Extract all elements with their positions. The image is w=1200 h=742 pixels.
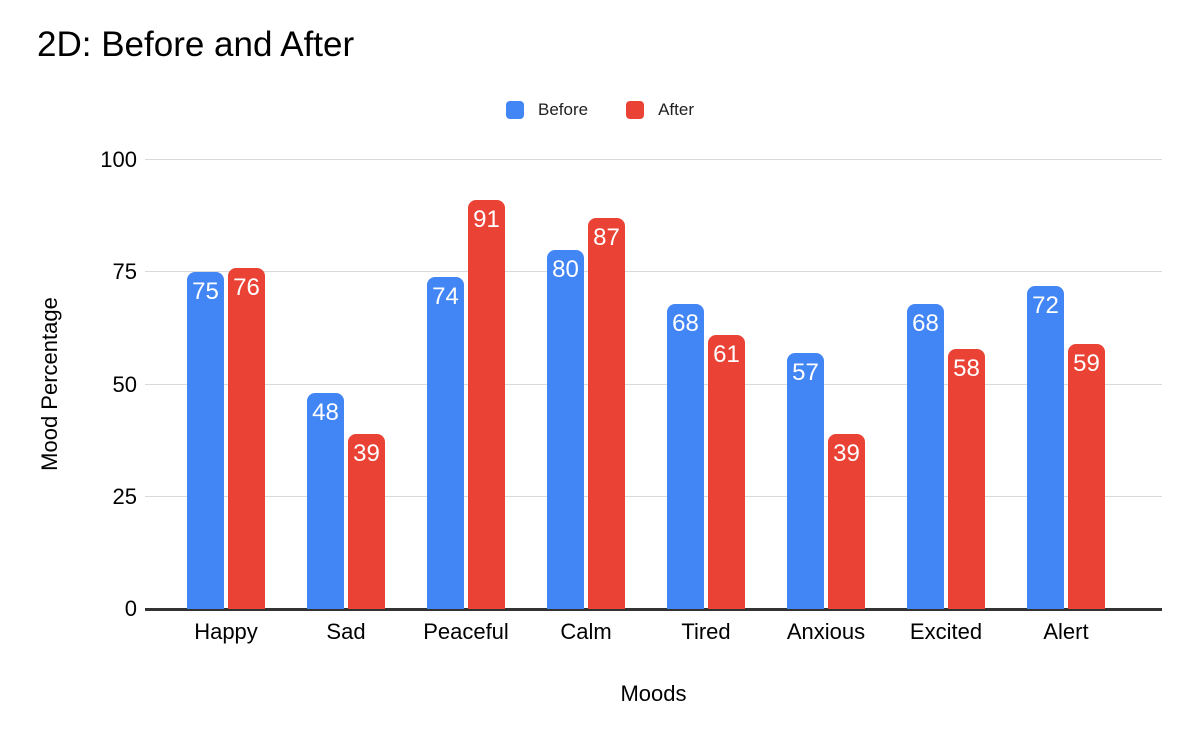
- x-category-label-tired: Tired: [681, 619, 731, 644]
- bar-group-alert: 72 59: [1006, 160, 1126, 609]
- bar-group-sad: 48 39: [286, 160, 406, 609]
- bar-after-tired[interactable]: 61: [708, 335, 745, 609]
- y-tick-label-0: 0: [124, 596, 137, 621]
- gridline-25: [145, 495, 1162, 497]
- bar-value-label: 48: [312, 399, 339, 427]
- y-axis-title: Mood Percentage: [37, 297, 62, 471]
- chart-title: 2D: Before and After: [37, 25, 355, 64]
- bar-before-tired[interactable]: 68: [667, 303, 704, 609]
- legend-item-after[interactable]: After: [626, 100, 694, 120]
- bar-before-alert[interactable]: 72: [1027, 285, 1064, 609]
- bar-value-label: 74: [432, 282, 459, 310]
- bar-group-tired: 68 61: [646, 160, 766, 609]
- bar-after-peaceful[interactable]: 91: [468, 200, 505, 609]
- gridline-100: [145, 159, 1162, 160]
- bar-value-label: 91: [473, 206, 500, 234]
- legend-swatch-before: [506, 101, 524, 119]
- bar-group-anxious: 57 39: [766, 160, 886, 609]
- gridline-75: [145, 271, 1162, 273]
- bar-value-label: 39: [833, 439, 860, 467]
- bar-after-alert[interactable]: 59: [1068, 344, 1105, 609]
- bar-group-calm: 80 87: [526, 160, 646, 609]
- bar-after-sad[interactable]: 39: [348, 433, 385, 609]
- gridline-50: [145, 383, 1162, 385]
- bar-value-label: 80: [552, 255, 579, 283]
- y-tick-label-75: 75: [112, 259, 137, 285]
- legend-label: After: [658, 100, 694, 119]
- x-category-label-peaceful: Peaceful: [423, 619, 509, 644]
- legend-item-before[interactable]: Before: [506, 100, 588, 120]
- bar-after-happy[interactable]: 76: [228, 267, 265, 609]
- bar-before-peaceful[interactable]: 74: [427, 276, 464, 609]
- legend: Before After: [0, 100, 1200, 120]
- x-category-label-alert: Alert: [1043, 619, 1089, 644]
- bar-value-label: 75: [192, 278, 219, 306]
- bar-before-excited[interactable]: 68: [907, 303, 944, 609]
- bar-value-label: 58: [953, 354, 980, 382]
- y-axis-tick-labels: 0 25 50 75 100: [55, 147, 137, 621]
- bar-before-happy[interactable]: 75: [187, 272, 224, 609]
- bar-group-excited: 68 58: [886, 160, 1006, 609]
- bar-value-label: 76: [233, 273, 260, 301]
- bar-value-label: 72: [1032, 291, 1059, 319]
- bar-value-label: 87: [593, 224, 620, 252]
- bar-after-calm[interactable]: 87: [588, 218, 625, 609]
- bar-value-label: 57: [792, 359, 819, 387]
- x-axis-category-labels: Happy Sad Peaceful Calm Tired Anxious Excited A…: [166, 619, 1126, 645]
- bar-after-excited[interactable]: 58: [948, 348, 985, 609]
- bar-value-label: 68: [912, 309, 939, 337]
- x-category-label-excited: Excited: [909, 619, 983, 644]
- y-tick-label-100: 100: [100, 147, 137, 172]
- bar-before-calm[interactable]: 80: [547, 249, 584, 609]
- y-tick-label-25: 25: [112, 483, 137, 509]
- bar-before-sad[interactable]: 48: [307, 393, 344, 609]
- x-category-label-happy: Happy: [194, 619, 258, 644]
- x-category-label-sad: Sad: [326, 619, 366, 644]
- bar-group-happy: 75 76: [166, 160, 286, 609]
- x-axis-title: Moods: [620, 681, 687, 706]
- bar-after-anxious[interactable]: 39: [828, 433, 865, 609]
- bars-container: 75 76 48 39 74 91 80 87 68 61 57 39 68 58 72 59: [166, 160, 1126, 609]
- bar-value-label: 39: [353, 439, 380, 467]
- legend-swatch-after: [626, 101, 645, 119]
- plot-area: 75 76 48 39 74 91 80 87 68 61 57 39 68 58 72 59: [145, 159, 1162, 611]
- legend-label: Before: [538, 100, 589, 119]
- x-category-label-anxious: Anxious: [786, 619, 866, 644]
- bar-group-peaceful: 74 91: [406, 160, 526, 609]
- x-axis-line: [145, 608, 1162, 611]
- bar-value-label: 59: [1073, 350, 1100, 378]
- x-category-label-calm: Calm: [560, 619, 612, 644]
- y-tick-label-50: 50: [112, 371, 137, 397]
- bar-value-label: 61: [713, 341, 740, 369]
- bar-before-anxious[interactable]: 57: [787, 353, 824, 609]
- bar-value-label: 68: [672, 309, 699, 337]
